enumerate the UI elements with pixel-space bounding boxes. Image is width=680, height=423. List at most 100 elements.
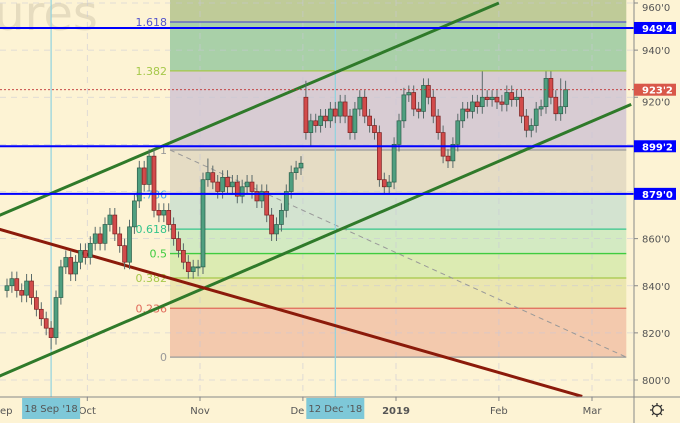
fib-level-label: 1.382 xyxy=(136,65,168,78)
candle-body xyxy=(391,144,397,183)
candle-body xyxy=(73,261,78,275)
candle-body xyxy=(372,125,377,133)
candle xyxy=(435,109,441,140)
candle xyxy=(411,85,417,117)
candle-body xyxy=(234,181,240,197)
candle-body xyxy=(19,290,25,296)
candle xyxy=(298,156,304,176)
candle-body xyxy=(401,94,407,122)
candle-body xyxy=(313,120,319,126)
y-tick-label: 800'0 xyxy=(642,376,670,387)
trend-line-0[interactable] xyxy=(0,1,500,217)
candle xyxy=(519,90,524,124)
candle xyxy=(328,101,333,128)
candle xyxy=(156,203,162,223)
candle xyxy=(14,271,20,298)
candle-body xyxy=(279,210,284,225)
candle-body xyxy=(264,191,270,216)
candle-body xyxy=(543,78,549,108)
candle-body xyxy=(470,101,475,112)
candle xyxy=(48,321,54,350)
candle-body xyxy=(107,214,113,225)
candle-body xyxy=(239,186,245,197)
candle-body xyxy=(210,172,216,183)
candle xyxy=(558,78,564,121)
fib-zone-0.382 xyxy=(170,253,627,279)
candle-body xyxy=(465,108,470,112)
candle-body xyxy=(558,106,564,115)
candle xyxy=(112,207,118,241)
candle xyxy=(347,109,353,140)
fib-level-label: 1.618 xyxy=(136,16,168,29)
y-tick-label: 820'0 xyxy=(642,329,670,340)
candle xyxy=(190,259,196,279)
candle-body xyxy=(553,96,559,115)
price-tag-label: 949'4 xyxy=(642,24,673,35)
candle-body xyxy=(538,106,544,110)
candle xyxy=(141,160,147,192)
gear-tooth xyxy=(659,412,663,416)
candle xyxy=(171,217,176,246)
candle-body xyxy=(303,96,309,133)
candle-body xyxy=(445,155,451,162)
candle-body xyxy=(524,115,529,131)
candle xyxy=(445,149,451,168)
trend-line-1[interactable] xyxy=(0,102,632,378)
fib-zone-1.618 xyxy=(170,0,627,23)
candle xyxy=(136,160,142,208)
candle xyxy=(430,90,436,124)
gear-tooth xyxy=(651,412,655,416)
y-tick-label: 960'0 xyxy=(642,3,670,14)
candle-body xyxy=(181,250,186,263)
candle-body xyxy=(132,200,137,228)
candle-body xyxy=(440,132,446,157)
candle xyxy=(132,193,137,234)
fib-zone-0.618 xyxy=(170,194,627,230)
candle-body xyxy=(489,96,495,100)
candle xyxy=(210,165,216,190)
fib-level-label: 0.618 xyxy=(136,223,168,236)
candle xyxy=(29,273,34,305)
candle xyxy=(4,278,10,298)
candle xyxy=(352,101,358,140)
candle-body xyxy=(308,120,314,133)
fib-level-label: 0.5 xyxy=(150,248,168,261)
candle-body xyxy=(14,278,20,291)
candle xyxy=(78,243,83,270)
candle-body xyxy=(34,297,39,310)
candle-body xyxy=(269,214,274,235)
candle xyxy=(161,203,167,223)
y-axis-panel[interactable] xyxy=(634,0,680,423)
candle-body xyxy=(92,233,98,244)
candle-body xyxy=(533,108,539,126)
candle-body xyxy=(406,92,412,96)
candle-body xyxy=(112,214,118,235)
candle-body xyxy=(519,96,524,117)
candle-body xyxy=(53,297,59,338)
candle xyxy=(225,170,230,194)
candle xyxy=(504,85,510,112)
candle-body xyxy=(411,92,417,110)
candle xyxy=(19,283,25,303)
candle xyxy=(53,290,59,345)
candle-body xyxy=(200,179,206,268)
candle xyxy=(440,125,446,164)
candle-body xyxy=(381,179,387,188)
candle xyxy=(38,302,44,326)
candle xyxy=(494,90,500,110)
candle-body xyxy=(274,224,279,235)
candle-body xyxy=(396,120,402,145)
candle-body xyxy=(430,96,436,117)
candle-body xyxy=(58,266,64,298)
trend-line-2[interactable] xyxy=(0,227,583,398)
candle-body xyxy=(141,167,147,185)
candle-body xyxy=(249,181,255,192)
x-tick-label: Nov xyxy=(190,406,210,417)
candle-body xyxy=(283,191,289,211)
settings-gear-icon[interactable] xyxy=(650,403,664,417)
candle-body xyxy=(475,101,480,108)
candle-body xyxy=(38,308,44,320)
highlighted-date-label: 18 Sep '18 xyxy=(24,404,77,415)
